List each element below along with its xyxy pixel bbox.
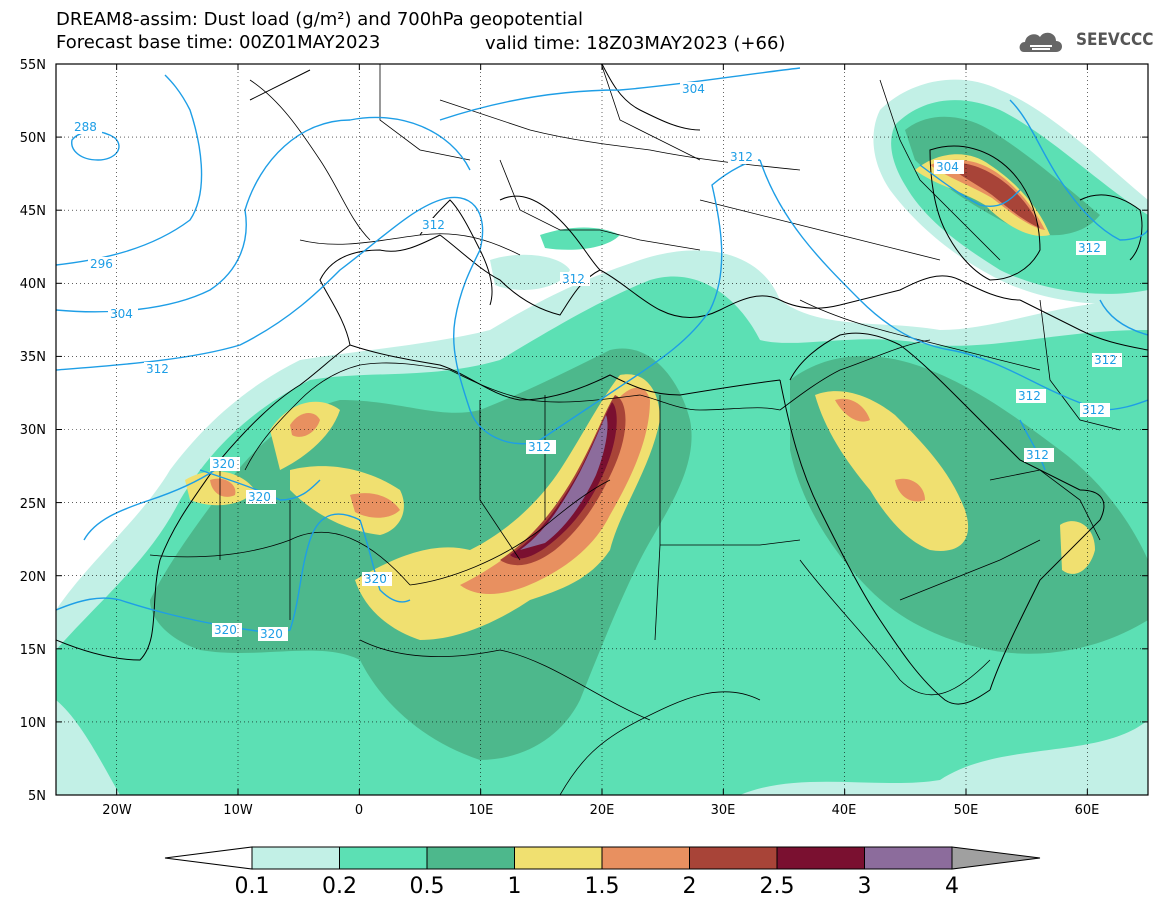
contour-label: 312 xyxy=(1026,448,1049,462)
contour-label: 312 xyxy=(730,150,753,164)
contour-label: 312 xyxy=(1094,353,1117,367)
colorbar: 0.1 0.2 0.5 1 1.5 2 2.5 3 4 xyxy=(164,846,1041,899)
lon-label: 20W xyxy=(102,803,132,818)
colorbar-label: 0.5 xyxy=(410,874,445,899)
lat-label: 35N xyxy=(20,350,46,365)
cloud-logo-icon xyxy=(1019,32,1062,52)
colorbar-swatch xyxy=(864,846,953,870)
lon-label: 0 xyxy=(355,803,363,818)
colorbar-swatch xyxy=(689,846,778,870)
contour-label: 312 xyxy=(528,440,551,454)
lon-label: 50E xyxy=(954,803,979,818)
colorbar-label: 0.2 xyxy=(322,874,357,899)
forecast-base-time: Forecast base time: 00Z01MAY2023 xyxy=(56,32,381,53)
coastlines xyxy=(56,64,1148,705)
lat-label: 30N xyxy=(20,423,46,438)
lat-label: 45N xyxy=(20,204,46,219)
contour-label: 312 xyxy=(1078,241,1101,255)
colorbar-label: 1.5 xyxy=(585,874,620,899)
contour-label: 312 xyxy=(422,218,445,232)
lat-axis-labels: 55N 50N 45N 40N 35N 30N 25N 20N 15N 10N … xyxy=(20,58,46,804)
lon-label: 60E xyxy=(1075,803,1100,818)
contour-label: 312 xyxy=(146,362,169,376)
contour-label: 320 xyxy=(212,457,235,471)
contour-label: 304 xyxy=(936,160,959,174)
lon-label: 10E xyxy=(469,803,494,818)
colorbar-label: 2 xyxy=(683,874,697,899)
lat-label: 10N xyxy=(20,716,46,731)
colorbar-swatch xyxy=(776,846,865,870)
dust-field xyxy=(56,79,1148,795)
contour-label: 296 xyxy=(90,257,113,271)
colorbar-over-arrow xyxy=(951,846,1041,870)
lat-label: 40N xyxy=(20,277,46,292)
lat-label: 15N xyxy=(20,643,46,658)
colorbar-label: 1 xyxy=(508,874,522,899)
contour-label: 320 xyxy=(248,490,271,504)
contour-label: 312 xyxy=(562,272,585,286)
map-title: DREAM8-assim: Dust load (g/m²) and 700hP… xyxy=(56,9,583,30)
contour-label: 304 xyxy=(682,82,705,96)
contour-label: 320 xyxy=(364,572,387,586)
lon-label: 30E xyxy=(711,803,736,818)
contour-label: 320 xyxy=(260,627,283,641)
axis-ticks xyxy=(56,64,1148,795)
lon-label: 40E xyxy=(832,803,857,818)
colorbar-swatch xyxy=(251,846,340,870)
contour-labels: 288 296 304 312 312 304 312 320 320 320 … xyxy=(74,82,1117,641)
colorbar-label: 3 xyxy=(858,874,872,899)
colorbar-swatch xyxy=(601,846,690,870)
lat-label: 55N xyxy=(20,58,46,73)
colorbar-under-arrow xyxy=(164,846,253,870)
lat-label: 25N xyxy=(20,497,46,512)
country-borders xyxy=(149,64,1121,795)
lat-label: 50N xyxy=(20,131,46,146)
colorbar-swatch xyxy=(339,846,428,870)
lat-label: 5N xyxy=(28,789,46,804)
contour-label: 304 xyxy=(110,307,133,321)
colorbar-label: 0.1 xyxy=(235,874,270,899)
colorbar-swatch xyxy=(514,846,603,870)
valid-time: valid time: 18Z03MAY2023 (+66) xyxy=(485,33,786,54)
contour-label: 288 xyxy=(74,120,97,134)
contour-label: 320 xyxy=(214,623,237,637)
contour-label: 312 xyxy=(1082,403,1105,417)
lon-axis-labels: 20W 10W 0 10E 20E 30E 40E 50E 60E xyxy=(102,803,1099,818)
lat-label: 20N xyxy=(20,570,46,585)
colorbar-label: 2.5 xyxy=(760,874,795,899)
logo-text: SEEVCCC xyxy=(1076,30,1154,50)
contour-label: 312 xyxy=(1018,389,1041,403)
colorbar-label: 4 xyxy=(945,874,959,899)
lon-label: 10W xyxy=(223,803,253,818)
lon-label: 20E xyxy=(590,803,615,818)
colorbar-swatch xyxy=(426,846,515,870)
